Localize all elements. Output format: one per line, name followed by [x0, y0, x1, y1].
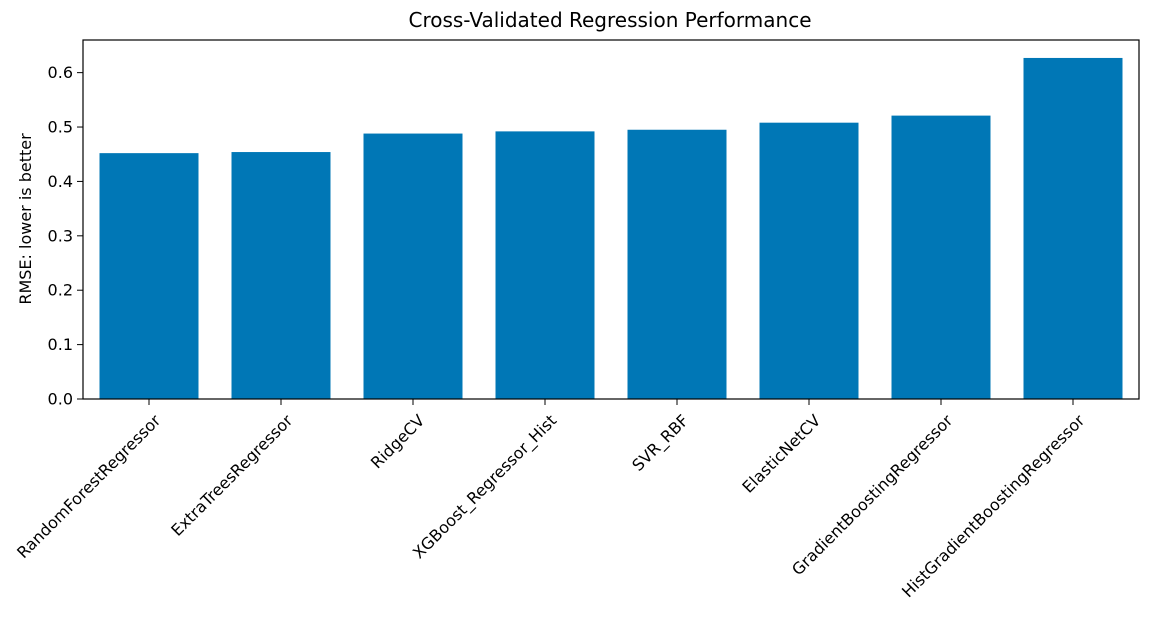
bar-ExtraTreesRegressor [231, 152, 331, 399]
plot-area-frame [82, 39, 1140, 400]
bar-GradientBoostingRegressor [891, 115, 991, 400]
bar-SVR_RBF [627, 129, 727, 399]
y-tick-label: 0.6 [48, 63, 73, 82]
y-tick-label: 0.2 [48, 281, 73, 300]
bar-RandomForestRegressor [99, 153, 199, 399]
x-tick-label: RandomForestRegressor [13, 411, 165, 563]
y-tick-label: 0.3 [48, 226, 73, 245]
bar-XGBoost_Regressor_Hist [495, 131, 595, 399]
y-axis-label: RMSE: lower is better [16, 133, 35, 305]
y-axis-ticks: 0.0 0.1 0.2 0.3 0.4 0.5 0.6 [48, 63, 83, 409]
x-axis-ticks: RandomForestRegressor ExtraTreesRegressor… [13, 399, 1089, 601]
y-tick-label: 0.0 [48, 390, 73, 409]
x-tick-label: RidgeCV [367, 411, 428, 472]
x-tick-label: XGBoost_Regressor_Hist [409, 411, 561, 563]
chart-title: Cross-Validated Regression Performance [408, 8, 811, 32]
bar-HistGradientBoostingRegressor [1023, 57, 1123, 399]
y-tick-label: 0.5 [48, 118, 73, 137]
bar-RidgeCV [363, 133, 463, 399]
y-tick-label: 0.4 [48, 172, 73, 191]
bars-group [99, 57, 1123, 400]
bar-ElasticNetCV [759, 122, 859, 400]
x-tick-label: SVR_RBF [628, 411, 693, 476]
x-tick-label: ExtraTreesRegressor [167, 411, 296, 540]
x-tick-label: ElasticNetCV [738, 411, 824, 497]
y-tick-label: 0.1 [48, 335, 73, 354]
